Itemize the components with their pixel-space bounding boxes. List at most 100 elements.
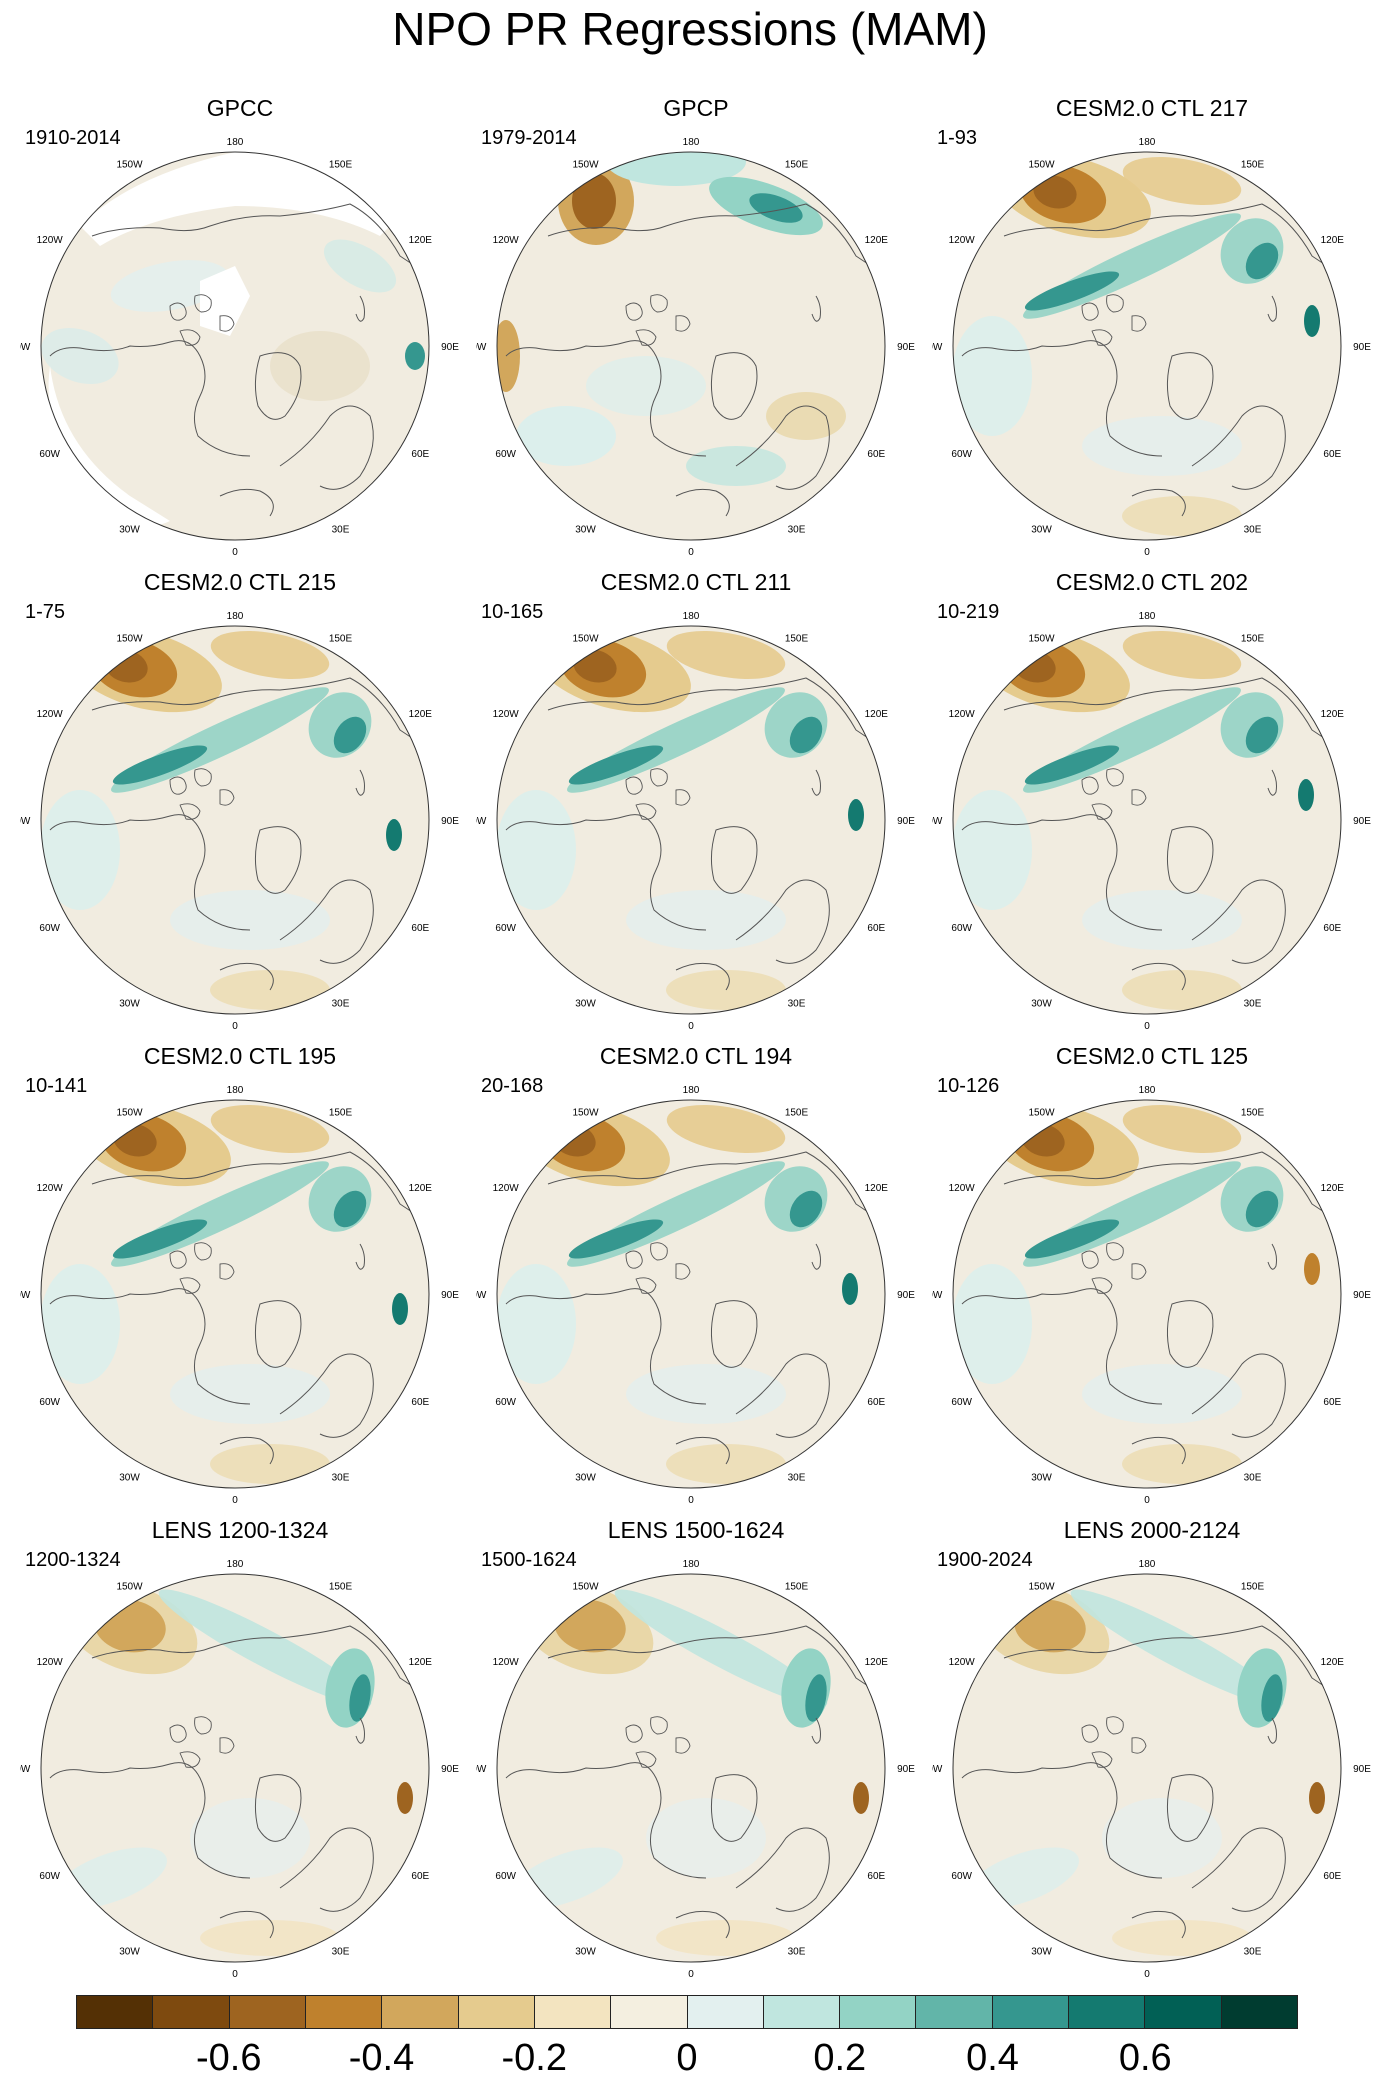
colorbar (76, 1995, 1298, 2029)
longitude-label: 180 (683, 611, 700, 622)
longitude-label: 90W (932, 1764, 943, 1775)
longitude-label: 60W (39, 1871, 60, 1882)
longitude-label: 30E (788, 999, 806, 1010)
longitude-label: 60W (951, 1871, 972, 1882)
panel-title: LENS 2000-2124 (1063, 1517, 1241, 1543)
longitude-label: 90W (476, 1290, 487, 1301)
longitude-label: 120E (865, 1183, 889, 1194)
map-boundary (952, 151, 1342, 541)
colorbar-swatch (763, 1996, 841, 2028)
panel-period: 10-141 (25, 1075, 88, 1097)
figure-title: NPO PR Regressions (MAM) (392, 3, 988, 55)
longitude-label: 60E (1323, 1871, 1341, 1882)
longitude-label: 0 (232, 1969, 238, 1980)
longitude-label: 60W (495, 449, 516, 460)
longitude-label: 0 (232, 1495, 238, 1506)
longitude-label: 150E (329, 159, 353, 170)
colorbar-tick-label: -0.4 (348, 2037, 415, 2079)
longitude-label: 180 (1139, 1085, 1156, 1096)
panel-title: CESM2.0 CTL 194 (599, 1043, 793, 1069)
map-panel: GPCP 180 150E 120E 90E 60E 30E 0 30W 60W 90W 120W 15… (476, 92, 916, 562)
longitude-label: 0 (1144, 1969, 1150, 1980)
longitude-label: 150E (329, 1581, 353, 1592)
longitude-label: 60W (951, 923, 972, 934)
longitude-label: 30E (788, 1947, 806, 1958)
longitude-label: 150W (1028, 1581, 1055, 1592)
longitude-label: 0 (232, 1021, 238, 1032)
longitude-label: 150E (785, 159, 809, 170)
map-panel: CESM2.0 CTL 211 180 150E 120E 90E 60E 30E 0 30W 6… (476, 566, 916, 1036)
longitude-label: 150E (1241, 633, 1265, 644)
longitude-label: 150E (329, 633, 353, 644)
panel-title: LENS 1500-1624 (607, 1517, 785, 1543)
panel-period: 1910-2014 (25, 127, 121, 149)
longitude-label: 120W (949, 709, 976, 720)
longitude-label: 60W (39, 449, 60, 460)
longitude-label: 30E (788, 1473, 806, 1484)
precip-regression-field (497, 626, 885, 1014)
longitude-label: 90W (932, 1290, 943, 1301)
map-panel: CESM2.0 CTL 194 180 150E 120E 90E 60E 30E 0 30W 6… (476, 1040, 916, 1510)
longitude-label: 30W (575, 999, 596, 1010)
longitude-label: 120W (493, 1657, 520, 1668)
map-boundary (40, 151, 430, 541)
longitude-label: 180 (1139, 1559, 1156, 1570)
panel-period: 1500-1624 (481, 1549, 577, 1571)
map-panel: CESM2.0 CTL 217 180 150E 120E 90E 60E 30E 0 30W 6… (932, 92, 1372, 562)
longitude-label: 120W (949, 235, 976, 246)
map-boundary (40, 625, 430, 1015)
colorbar-tick-label: 0.6 (1118, 2037, 1172, 2079)
longitude-label: 90W (20, 342, 31, 353)
longitude-label: 150E (1241, 159, 1265, 170)
colorbar-swatch (611, 1996, 688, 2028)
longitude-label: 60E (411, 1397, 429, 1408)
longitude-label: 90E (897, 342, 915, 353)
longitude-label: 60E (411, 1871, 429, 1882)
polar-map: 180 150E 120E 90E 60E 30E 0 30W 60W 90W 120W 150W (932, 137, 1371, 558)
map-boundary (40, 1099, 430, 1489)
panel-title: CESM2.0 CTL 125 (1055, 1043, 1249, 1069)
longitude-label: 120E (1321, 1183, 1345, 1194)
longitude-label: 180 (227, 611, 244, 622)
longitude-label: 30W (575, 525, 596, 536)
longitude-label: 90E (441, 1764, 459, 1775)
longitude-label: 0 (1144, 547, 1150, 558)
colorbar-swatch (153, 1996, 230, 2028)
longitude-label: 120W (37, 709, 64, 720)
longitude-label: 30E (1244, 525, 1262, 536)
precip-regression-field (41, 1574, 429, 1962)
colorbar-swatch (992, 1996, 1070, 2028)
longitude-label: 30W (119, 999, 140, 1010)
map-panel: CESM2.0 CTL 202 180 150E 120E 90E 60E 30E 0 30W 6… (932, 566, 1372, 1036)
longitude-label: 60W (495, 1871, 516, 1882)
longitude-label: 60E (411, 449, 429, 460)
longitude-label: 120E (1321, 709, 1345, 720)
longitude-label: 150E (329, 1107, 353, 1118)
polar-map: 180 150E 120E 90E 60E 30E 0 30W 60W 90W 120W 150W (476, 1085, 915, 1506)
map-boundary (952, 1573, 1342, 1963)
longitude-label: 150W (572, 159, 599, 170)
longitude-label: 150W (1028, 1107, 1055, 1118)
colorbar-tick-label: -0.2 (501, 2037, 567, 2079)
panel-period: 1200-1324 (25, 1549, 121, 1571)
panel-title: CESM2.0 CTL 217 (1055, 95, 1249, 121)
longitude-label: 60E (1323, 923, 1341, 934)
map-boundary (496, 625, 886, 1015)
longitude-label: 60E (867, 449, 885, 460)
panel-period: 10-219 (937, 601, 1000, 623)
longitude-label: 150W (572, 1581, 599, 1592)
panel-title: CESM2.0 CTL 211 (600, 569, 792, 595)
longitude-label: 90E (441, 342, 459, 353)
longitude-label: 150W (116, 1581, 143, 1592)
precip-regression-field (497, 1574, 885, 1962)
longitude-label: 90W (476, 342, 487, 353)
longitude-label: 120E (865, 709, 889, 720)
map-panel: CESM2.0 CTL 125 180 150E 120E 90E 60E 30E 0 30W 6… (932, 1040, 1372, 1510)
longitude-label: 180 (683, 1559, 700, 1570)
longitude-label: 150E (1241, 1581, 1265, 1592)
longitude-label: 30E (1244, 1947, 1262, 1958)
longitude-label: 30W (575, 1947, 596, 1958)
longitude-label: 60E (1323, 449, 1341, 460)
colorbar-swatch (77, 1996, 154, 2028)
polar-map: 180 150E 120E 90E 60E 30E 0 30W 60W 90W 120W 150W (20, 137, 459, 558)
